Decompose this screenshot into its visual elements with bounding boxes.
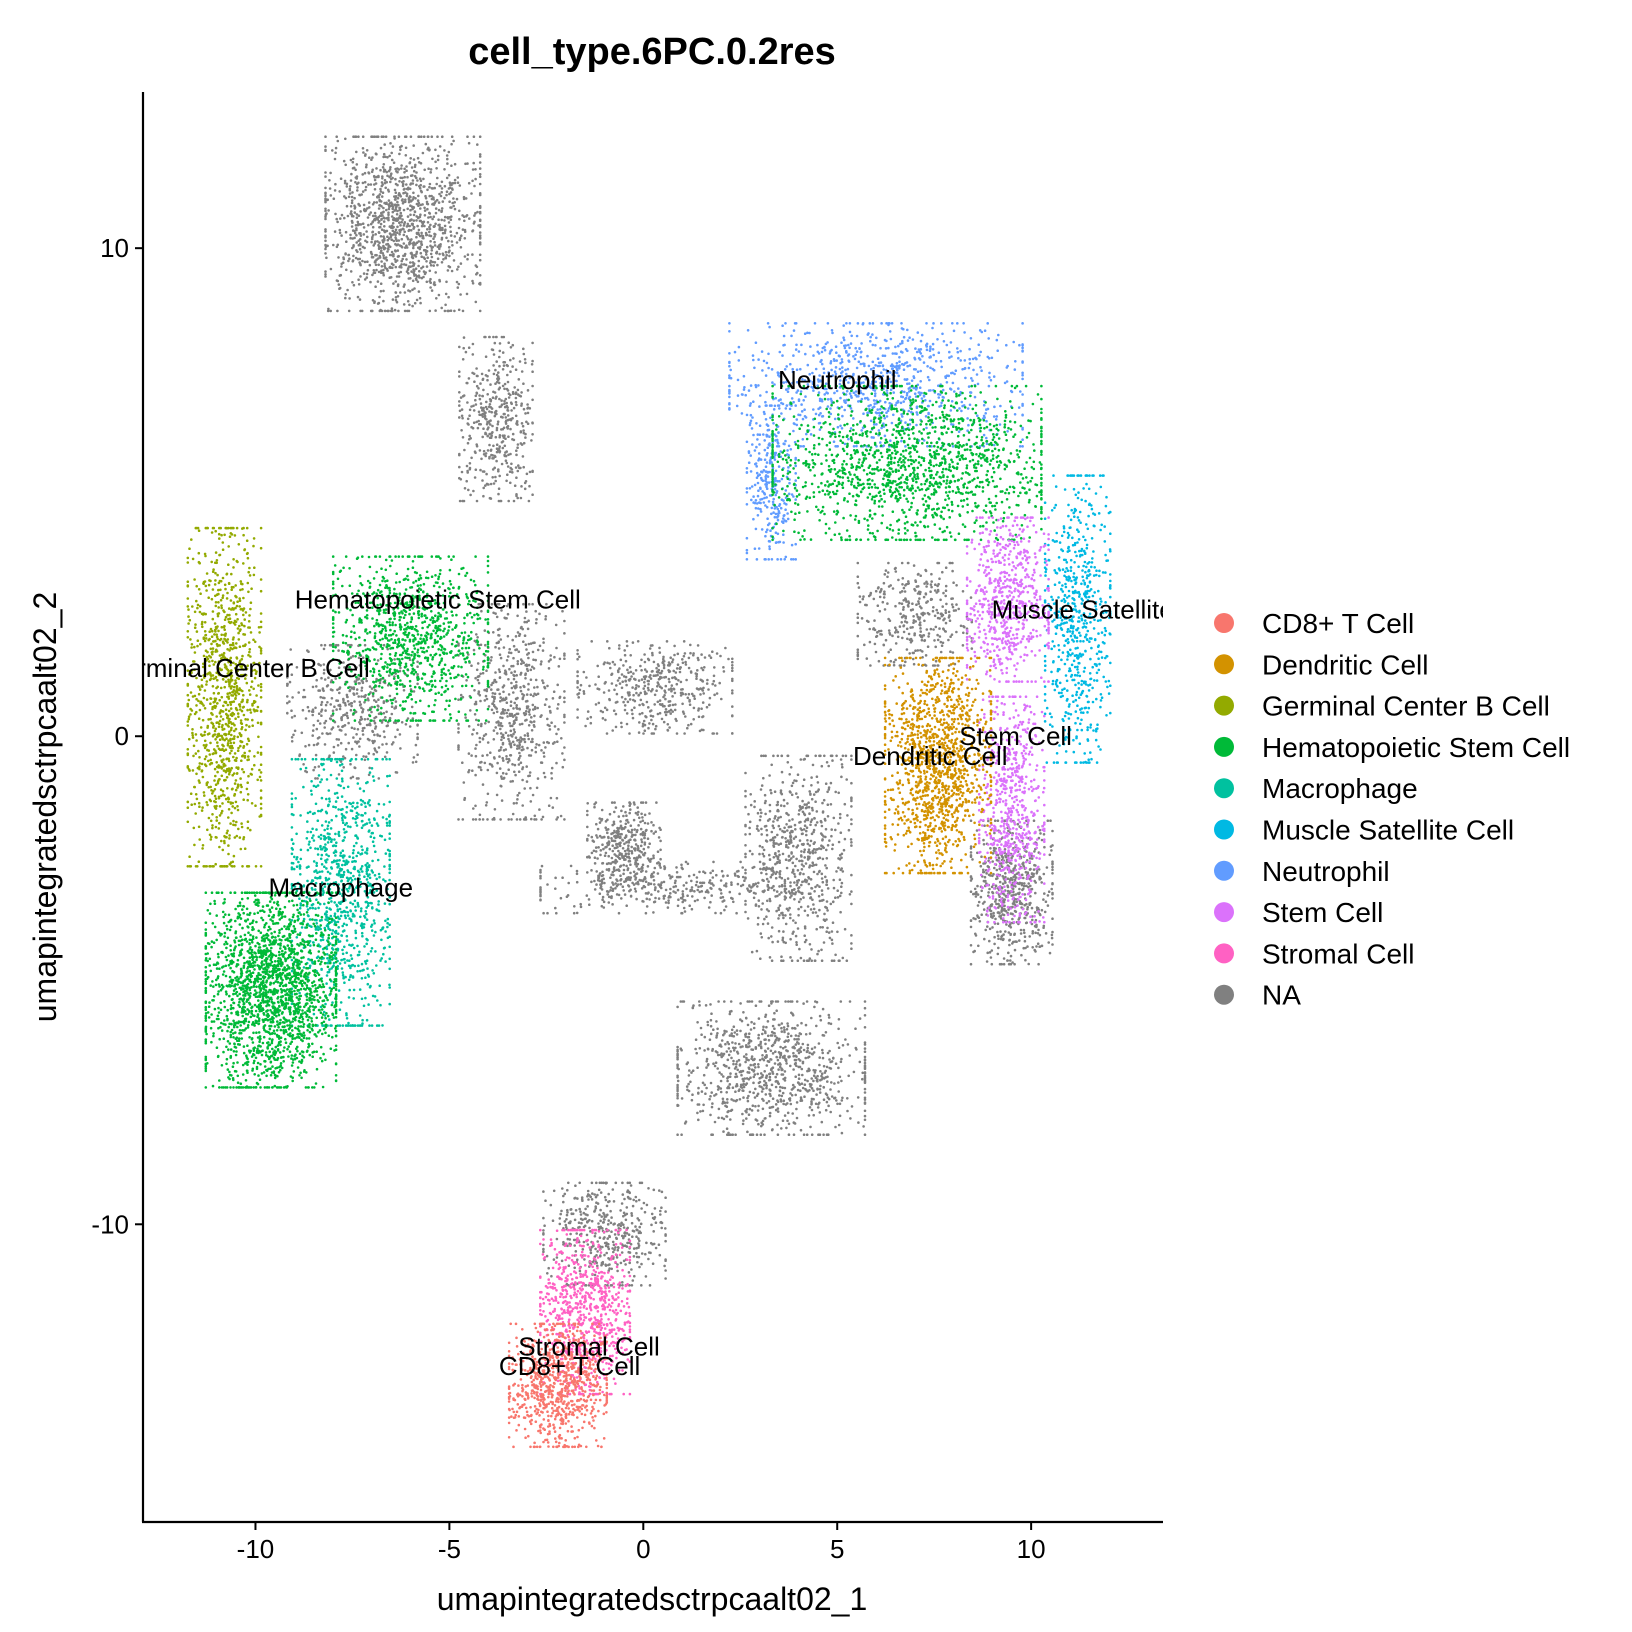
legend-label: Stromal Cell [1262,938,1414,969]
legend-swatch [1214,613,1234,633]
legend-swatch [1214,819,1234,840]
y-tick-label: 0 [115,721,129,751]
data-points [771,384,1043,542]
point-cluster-1 [458,335,534,503]
legend-label: Hematopoietic Stem Cell [1262,732,1570,763]
data-points [676,1000,867,1137]
data-points [286,643,419,780]
legend-swatch [1214,860,1234,881]
point-cluster-19 [186,526,263,868]
legend-label: CD8+ T Cell [1262,608,1414,639]
cluster-label: Macrophage [269,873,414,903]
points-layer [186,135,1112,1449]
point-cluster-14 [771,384,1043,542]
cluster-labels: Neutrophil Hematopoietic Stem Cell Germina… [102,365,1226,1381]
cluster-label: CD8+ T Cell [499,1351,640,1381]
legend-swatch [1214,778,1234,799]
cluster-label: Neutrophil [778,365,897,395]
data-points [586,801,662,886]
y-axis-title: umapintegratedsctrpcaalt02_2 [27,592,63,1023]
cluster-label: Stromal Cell [518,1331,660,1361]
x-tick-label: 10 [1017,1534,1046,1564]
point-cluster-17 [977,695,1046,924]
point-cluster-22 [204,891,338,1089]
cluster-label: Dendritic Cell [853,741,1008,771]
data-points [965,516,1050,683]
point-cluster-7 [676,1000,867,1137]
data-points [458,335,534,503]
legend: CD8+ T Cell Dendritic Cell Germinal Center… [1214,608,1570,1011]
data-points [331,555,490,722]
data-points [744,754,853,963]
legend-label: Stem Cell [1262,897,1383,928]
data-points [324,135,482,313]
legend-label: Dendritic Cell [1262,649,1429,680]
y-axis-ticks: -10 0 10 [91,233,143,1239]
x-tick-label: 5 [830,1534,844,1564]
x-axis-title: umapintegratedsctrpcaalt02_1 [437,1581,868,1617]
point-cluster-11 [286,643,419,780]
chart-title: cell_type.6PC.0.2res [468,31,836,73]
point-cluster-2 [457,602,566,821]
legend-label: Neutrophil [1262,856,1390,887]
data-points [186,526,263,868]
legend-label: Germinal Center B Cell [1262,691,1550,722]
point-cluster-18 [883,656,993,875]
data-points [745,404,798,561]
legend-swatch [1214,943,1234,964]
data-points [1043,474,1112,764]
x-tick-label: -5 [438,1534,461,1564]
point-cluster-0 [324,135,482,313]
cluster-label: Stem Cell [959,721,1072,751]
point-cluster-8 [542,1181,667,1287]
point-cluster-13 [745,404,798,561]
cluster-label: Hematopoietic Stem Cell [295,585,581,615]
x-tick-label: -10 [237,1534,275,1564]
legend-swatch [1214,902,1234,923]
point-cluster-24 [507,1322,609,1449]
data-points [883,656,993,875]
point-cluster-15 [1043,474,1112,764]
data-points [542,1181,667,1287]
x-tick-label: 0 [636,1534,650,1564]
legend-label: Muscle Satellite Cell [1262,815,1514,846]
cluster-label: Muscle Satellite Cell [992,594,1226,624]
data-points [539,860,787,915]
point-cluster-9 [856,561,974,667]
legend-swatch [1214,736,1234,757]
data-points [576,639,734,735]
legend-label: NA [1262,980,1301,1011]
point-cluster-20 [331,555,490,722]
point-cluster-3 [576,639,734,735]
point-cluster-6 [539,860,787,915]
x-axis-ticks: -10 -5 0 5 10 [237,1522,1046,1564]
y-tick-label: 10 [100,233,129,263]
point-cluster-5 [744,754,853,963]
y-tick-label: -10 [91,1209,129,1239]
data-points [290,757,391,1027]
legend-label: Macrophage [1262,773,1418,804]
data-points [457,602,566,821]
point-cluster-21 [290,757,391,1027]
legend-swatch [1214,654,1234,675]
data-points [856,561,974,667]
legend-swatch [1214,984,1234,1005]
data-points [977,695,1046,924]
legend-swatch [1214,695,1234,716]
data-points [204,891,338,1089]
data-points [507,1322,609,1449]
point-cluster-4 [586,801,662,886]
cluster-label: Germinal Center B Cell [102,653,369,683]
point-cluster-16 [965,516,1050,683]
